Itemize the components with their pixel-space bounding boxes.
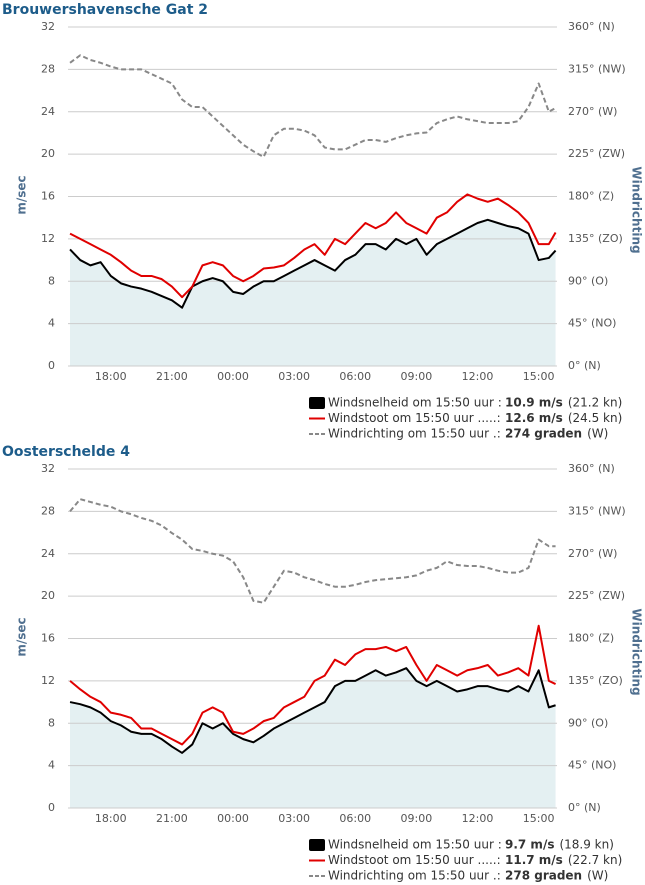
y-tick-label: 24 xyxy=(41,105,55,118)
y-tick-label: 24 xyxy=(41,547,55,560)
series-line xyxy=(69,667,556,754)
legend-label: Windstoot om 15:50 uur .....: xyxy=(328,853,501,867)
series-line xyxy=(69,54,557,158)
y2-tick-label: 180° (Z) xyxy=(568,632,614,645)
x-tick-label: 00:00 xyxy=(217,812,249,825)
y-tick-label: 20 xyxy=(41,589,55,602)
chart-title: Brouwershavensche Gat 2 xyxy=(2,2,208,18)
y2-tick-label: 180° (Z) xyxy=(568,190,614,203)
y-tick-label: 20 xyxy=(41,147,55,160)
y-axis-title: m/sec xyxy=(15,175,29,214)
series-line xyxy=(69,498,556,604)
y2-tick-label: 0° (N) xyxy=(568,801,601,814)
x-tick-label: 15:00 xyxy=(523,812,555,825)
y-tick-label: 4 xyxy=(48,759,55,772)
legend-label: Windstoot om 15:50 uur .....: xyxy=(328,411,501,425)
x-tick-label: 21:00 xyxy=(156,370,188,383)
y2-tick-label: 90° (O) xyxy=(568,274,608,287)
y2-tick-label: 315° (NW) xyxy=(568,62,626,75)
chart-title: Oosterschelde 4 xyxy=(2,444,130,460)
legend-label: Windsnelheid om 15:50 uur : xyxy=(328,396,502,410)
y2-tick-label: 360° (N) xyxy=(568,462,615,475)
x-tick-label: 18:00 xyxy=(95,370,127,383)
y2-tick-label: 135° (ZO) xyxy=(568,232,623,245)
x-tick-label: 15:00 xyxy=(523,370,555,383)
y2-axis-title: Windrichting xyxy=(630,608,644,695)
y-tick-label: 8 xyxy=(48,274,55,287)
y-tick-label: 28 xyxy=(41,62,55,75)
legend-extra: (W) xyxy=(587,869,608,883)
x-tick-label: 09:00 xyxy=(401,370,433,383)
legend-value: 274 graden xyxy=(505,427,582,441)
legend-swatch xyxy=(309,839,325,851)
y2-tick-label: 225° (ZW) xyxy=(568,147,625,160)
y2-tick-label: 225° (ZW) xyxy=(568,589,625,602)
y2-tick-label: 315° (NW) xyxy=(568,504,626,517)
series-line xyxy=(69,624,557,746)
y2-tick-label: 45° (NO) xyxy=(568,759,616,772)
y-tick-label: 12 xyxy=(41,232,55,245)
y-tick-label: 8 xyxy=(48,716,55,729)
legend-label: Windsnelheid om 15:50 uur : xyxy=(328,838,502,852)
x-tick-label: 06:00 xyxy=(339,370,371,383)
legend-swatch xyxy=(309,397,325,409)
x-tick-label: 03:00 xyxy=(278,370,310,383)
x-tick-label: 18:00 xyxy=(95,812,127,825)
y-tick-label: 0 xyxy=(48,801,55,814)
series-line xyxy=(69,193,557,299)
x-tick-label: 12:00 xyxy=(462,812,494,825)
y2-axis-title: Windrichting xyxy=(630,166,644,253)
y-tick-label: 32 xyxy=(41,20,55,33)
area xyxy=(70,668,556,808)
legend-value: 10.9 m/s xyxy=(505,396,563,410)
y2-tick-label: 90° (O) xyxy=(568,716,608,729)
y-tick-label: 16 xyxy=(41,632,55,645)
series-line xyxy=(69,218,557,309)
y-tick-label: 28 xyxy=(41,504,55,517)
legend-extra: (18.9 kn) xyxy=(559,838,613,852)
x-tick-label: 06:00 xyxy=(339,812,371,825)
y-tick-label: 32 xyxy=(41,462,55,475)
legend-value: 11.7 m/s xyxy=(505,853,563,867)
y-tick-label: 0 xyxy=(48,359,55,372)
legend-label: Windrichting om 15:50 uur .: xyxy=(328,427,501,441)
y2-tick-label: 360° (N) xyxy=(568,20,615,33)
legend-value: 278 graden xyxy=(505,869,582,883)
x-tick-label: 09:00 xyxy=(401,812,433,825)
y-tick-label: 12 xyxy=(41,674,55,687)
x-tick-label: 03:00 xyxy=(278,812,310,825)
x-tick-label: 21:00 xyxy=(156,812,188,825)
y2-tick-label: 0° (N) xyxy=(568,359,601,372)
y2-tick-label: 270° (W) xyxy=(568,105,617,118)
y2-tick-label: 135° (ZO) xyxy=(568,674,623,687)
area xyxy=(70,219,556,366)
y2-tick-label: 270° (W) xyxy=(568,547,617,560)
legend-extra: (W) xyxy=(587,427,608,441)
legend-extra: (22.7 kn) xyxy=(568,853,622,867)
x-tick-label: 12:00 xyxy=(462,370,494,383)
legend-value: 9.7 m/s xyxy=(505,838,554,852)
y-axis-title: m/sec xyxy=(15,617,29,656)
y-tick-label: 4 xyxy=(48,317,55,330)
legend-value: 12.6 m/s xyxy=(505,411,563,425)
y-tick-label: 16 xyxy=(41,190,55,203)
legend-label: Windrichting om 15:50 uur .: xyxy=(328,869,501,883)
y2-tick-label: 45° (NO) xyxy=(568,317,616,330)
legend-extra: (21.2 kn) xyxy=(568,396,622,410)
legend-extra: (24.5 kn) xyxy=(568,411,622,425)
x-tick-label: 00:00 xyxy=(217,370,249,383)
